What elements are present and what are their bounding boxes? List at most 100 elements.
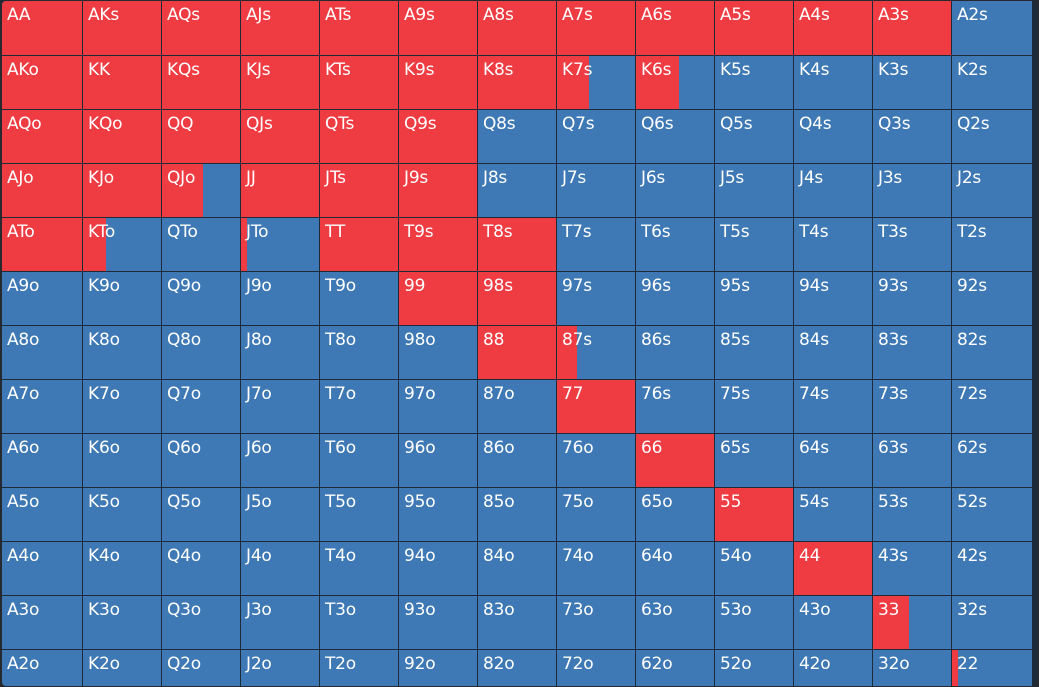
hand-cell-96o[interactable]: 96o (399, 434, 478, 488)
hand-cell-82s[interactable]: 82s (952, 326, 1032, 380)
hand-cell-t5o[interactable]: T5o (320, 488, 399, 542)
hand-cell-a5s[interactable]: A5s (715, 1, 794, 56)
hand-cell-83s[interactable]: 83s (873, 326, 952, 380)
hand-cell-t2o[interactable]: T2o (320, 650, 399, 686)
hand-cell-85s[interactable]: 85s (715, 326, 794, 380)
hand-cell-a7s[interactable]: A7s (557, 1, 636, 56)
hand-cell-97s[interactable]: 97s (557, 272, 636, 326)
hand-cell-j3o[interactable]: J3o (241, 596, 320, 650)
hand-cell-99[interactable]: 99 (399, 272, 478, 326)
hand-cell-t8o[interactable]: T8o (320, 326, 399, 380)
hand-cell-k9o[interactable]: K9o (83, 272, 162, 326)
hand-cell-54s[interactable]: 54s (794, 488, 873, 542)
hand-cell-k6o[interactable]: K6o (83, 434, 162, 488)
hand-cell-62o[interactable]: 62o (636, 650, 715, 686)
hand-cell-q9s[interactable]: Q9s (399, 110, 478, 164)
hand-cell-93s[interactable]: 93s (873, 272, 952, 326)
hand-cell-qto[interactable]: QTo (162, 218, 241, 272)
hand-cell-a3o[interactable]: A3o (2, 596, 83, 650)
hand-cell-62s[interactable]: 62s (952, 434, 1032, 488)
hand-cell-92s[interactable]: 92s (952, 272, 1032, 326)
hand-cell-94s[interactable]: 94s (794, 272, 873, 326)
hand-cell-k3o[interactable]: K3o (83, 596, 162, 650)
hand-cell-j8o[interactable]: J8o (241, 326, 320, 380)
hand-cell-j8s[interactable]: J8s (478, 164, 557, 218)
hand-cell-42o[interactable]: 42o (794, 650, 873, 686)
hand-cell-82o[interactable]: 82o (478, 650, 557, 686)
hand-cell-76s[interactable]: 76s (636, 380, 715, 434)
hand-cell-83o[interactable]: 83o (478, 596, 557, 650)
hand-cell-jts[interactable]: JTs (320, 164, 399, 218)
hand-cell-kto[interactable]: KTo (83, 218, 162, 272)
hand-cell-j2s[interactable]: J2s (952, 164, 1032, 218)
hand-cell-a9o[interactable]: A9o (2, 272, 83, 326)
hand-cell-63o[interactable]: 63o (636, 596, 715, 650)
hand-cell-kjs[interactable]: KJs (241, 56, 320, 110)
hand-cell-76o[interactable]: 76o (557, 434, 636, 488)
hand-cell-qjs[interactable]: QJs (241, 110, 320, 164)
hand-cell-q6s[interactable]: Q6s (636, 110, 715, 164)
hand-cell-q9o[interactable]: Q9o (162, 272, 241, 326)
hand-cell-k5o[interactable]: K5o (83, 488, 162, 542)
hand-cell-86o[interactable]: 86o (478, 434, 557, 488)
hand-cell-44[interactable]: 44 (794, 542, 873, 596)
hand-cell-77[interactable]: 77 (557, 380, 636, 434)
hand-cell-32s[interactable]: 32s (952, 596, 1032, 650)
hand-cell-a6s[interactable]: A6s (636, 1, 715, 56)
hand-cell-j2o[interactable]: J2o (241, 650, 320, 686)
hand-cell-aqs[interactable]: AQs (162, 1, 241, 56)
hand-cell-97o[interactable]: 97o (399, 380, 478, 434)
hand-cell-t5s[interactable]: T5s (715, 218, 794, 272)
hand-cell-65s[interactable]: 65s (715, 434, 794, 488)
hand-cell-t3s[interactable]: T3s (873, 218, 952, 272)
hand-cell-t2s[interactable]: T2s (952, 218, 1032, 272)
hand-cell-t8s[interactable]: T8s (478, 218, 557, 272)
hand-cell-kqo[interactable]: KQo (83, 110, 162, 164)
hand-cell-ajo[interactable]: AJo (2, 164, 83, 218)
hand-cell-43s[interactable]: 43s (873, 542, 952, 596)
hand-cell-ajs[interactable]: AJs (241, 1, 320, 56)
hand-cell-k8s[interactable]: K8s (478, 56, 557, 110)
hand-cell-q8o[interactable]: Q8o (162, 326, 241, 380)
hand-cell-j6o[interactable]: J6o (241, 434, 320, 488)
hand-cell-k7o[interactable]: K7o (83, 380, 162, 434)
hand-cell-a4s[interactable]: A4s (794, 1, 873, 56)
hand-cell-53o[interactable]: 53o (715, 596, 794, 650)
hand-cell-j7s[interactable]: J7s (557, 164, 636, 218)
hand-cell-65o[interactable]: 65o (636, 488, 715, 542)
hand-cell-96s[interactable]: 96s (636, 272, 715, 326)
hand-cell-73o[interactable]: 73o (557, 596, 636, 650)
hand-cell-jj[interactable]: JJ (241, 164, 320, 218)
hand-cell-ats[interactable]: ATs (320, 1, 399, 56)
hand-cell-k4o[interactable]: K4o (83, 542, 162, 596)
hand-cell-75s[interactable]: 75s (715, 380, 794, 434)
hand-cell-52s[interactable]: 52s (952, 488, 1032, 542)
hand-cell-k4s[interactable]: K4s (794, 56, 873, 110)
hand-cell-55[interactable]: 55 (715, 488, 794, 542)
hand-cell-k2o[interactable]: K2o (83, 650, 162, 686)
hand-cell-a8o[interactable]: A8o (2, 326, 83, 380)
hand-cell-kts[interactable]: KTs (320, 56, 399, 110)
hand-cell-t6s[interactable]: T6s (636, 218, 715, 272)
hand-cell-a6o[interactable]: A6o (2, 434, 83, 488)
hand-cell-q8s[interactable]: Q8s (478, 110, 557, 164)
hand-cell-84s[interactable]: 84s (794, 326, 873, 380)
hand-cell-a5o[interactable]: A5o (2, 488, 83, 542)
hand-cell-q7s[interactable]: Q7s (557, 110, 636, 164)
hand-cell-k6s[interactable]: K6s (636, 56, 715, 110)
hand-cell-52o[interactable]: 52o (715, 650, 794, 686)
hand-cell-j3s[interactable]: J3s (873, 164, 952, 218)
hand-cell-98s[interactable]: 98s (478, 272, 557, 326)
hand-cell-74o[interactable]: 74o (557, 542, 636, 596)
hand-cell-t9s[interactable]: T9s (399, 218, 478, 272)
hand-cell-t4s[interactable]: T4s (794, 218, 873, 272)
hand-cell-72o[interactable]: 72o (557, 650, 636, 686)
hand-cell-k8o[interactable]: K8o (83, 326, 162, 380)
hand-cell-q5s[interactable]: Q5s (715, 110, 794, 164)
hand-cell-aks[interactable]: AKs (83, 1, 162, 56)
hand-cell-t7o[interactable]: T7o (320, 380, 399, 434)
hand-cell-j5s[interactable]: J5s (715, 164, 794, 218)
hand-cell-32o[interactable]: 32o (873, 650, 952, 686)
hand-cell-j9s[interactable]: J9s (399, 164, 478, 218)
hand-cell-33[interactable]: 33 (873, 596, 952, 650)
